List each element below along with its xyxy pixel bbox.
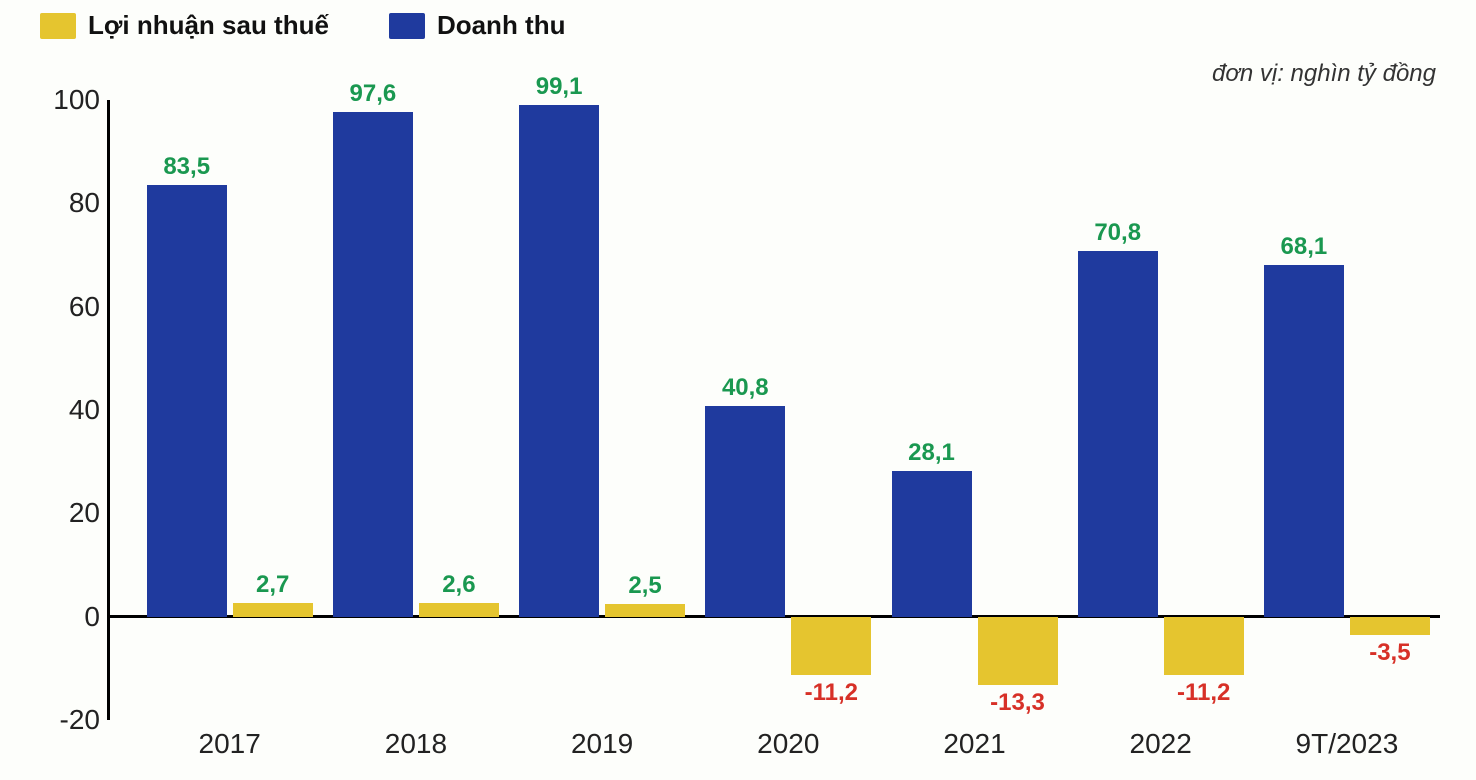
bar-value-label: 2,5 — [628, 572, 661, 600]
bar-revenue — [1264, 265, 1344, 617]
bar-value-label: 2,6 — [442, 571, 475, 599]
bar-value-label: -3,5 — [1369, 639, 1410, 667]
bar-value-label: 97,6 — [350, 80, 397, 108]
bar-value-label: -13,3 — [990, 689, 1045, 717]
y-axis-tick: -20 — [0, 704, 100, 736]
y-axis-tick: 100 — [0, 84, 100, 116]
bar-revenue — [147, 185, 227, 616]
legend-label-profit: Lợi nhuận sau thuế — [88, 10, 329, 41]
y-axis-tick: 0 — [0, 601, 100, 633]
y-axis-tick: 20 — [0, 497, 100, 529]
legend-label-revenue: Doanh thu — [437, 10, 566, 41]
y-axis — [107, 100, 110, 720]
bar-value-label: 99,1 — [536, 73, 583, 101]
legend: Lợi nhuận sau thuế Doanh thu — [0, 0, 1476, 41]
x-axis-tick: 2020 — [757, 728, 819, 760]
bar-revenue — [892, 471, 972, 616]
unit-label: đơn vị: nghìn tỷ đồng — [1212, 60, 1436, 88]
bar-profit — [1164, 617, 1244, 675]
bar-profit — [791, 617, 871, 675]
x-axis-tick: 2021 — [943, 728, 1005, 760]
bar-value-label: 83,5 — [163, 153, 210, 181]
x-axis-tick: 9T/2023 — [1296, 728, 1399, 760]
bar-value-label: 28,1 — [908, 439, 955, 467]
legend-item-profit: Lợi nhuận sau thuế — [40, 10, 329, 41]
legend-swatch-profit — [40, 13, 76, 39]
legend-swatch-revenue — [389, 13, 425, 39]
x-axis-tick: 2017 — [199, 728, 261, 760]
bar-revenue — [705, 406, 785, 617]
plot-area: -2002040608010083,52,7201797,62,6201899,… — [110, 100, 1440, 720]
x-axis-tick: 2018 — [385, 728, 447, 760]
bar-revenue — [1078, 251, 1158, 617]
bar-value-label: 2,7 — [256, 571, 289, 599]
y-axis-tick: 80 — [0, 187, 100, 219]
chart-container: Lợi nhuận sau thuế Doanh thu đơn vị: ngh… — [0, 0, 1476, 780]
bar-profit — [419, 603, 499, 616]
y-axis-tick: 60 — [0, 291, 100, 323]
bar-value-label: 68,1 — [1281, 233, 1328, 261]
x-axis-tick: 2022 — [1130, 728, 1192, 760]
bar-value-label: -11,2 — [1177, 679, 1230, 707]
legend-item-revenue: Doanh thu — [389, 10, 566, 41]
bar-profit — [978, 617, 1058, 686]
bar-profit — [1350, 617, 1430, 635]
y-axis-tick: 40 — [0, 394, 100, 426]
bar-profit — [605, 604, 685, 617]
x-axis-tick: 2019 — [571, 728, 633, 760]
bar-revenue — [333, 112, 413, 616]
bar-value-label: -11,2 — [805, 679, 858, 707]
bar-revenue — [519, 105, 599, 617]
bar-profit — [233, 603, 313, 617]
bar-value-label: 40,8 — [722, 374, 769, 402]
bar-value-label: 70,8 — [1094, 219, 1141, 247]
